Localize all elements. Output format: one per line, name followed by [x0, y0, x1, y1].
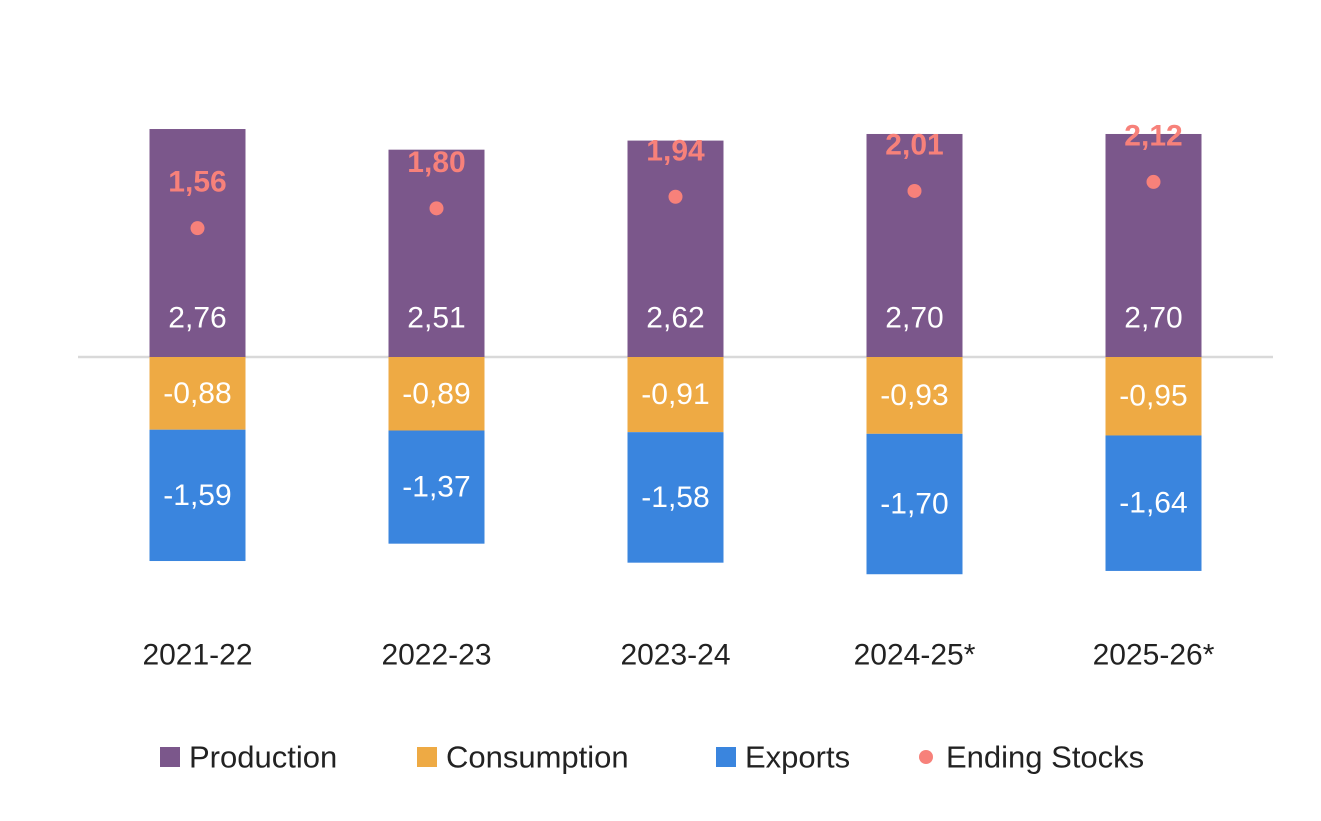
- label-production-2023-24: 2,62: [646, 302, 704, 335]
- bar-exports-2023-24: [627, 432, 724, 563]
- bar-exports-2024-25: [866, 433, 963, 575]
- label-consumption-2021-22: -0,88: [163, 377, 231, 410]
- marker-ending-stocks-2024-25: [907, 183, 922, 198]
- legend-swatch-consumption: [417, 747, 437, 767]
- label-ending-stocks-2024-25: 2,01: [885, 128, 943, 161]
- bar-exports-2021-22: [149, 429, 246, 562]
- label-production-2024-25: 2,70: [885, 302, 943, 335]
- label-production-2025-26: 2,70: [1124, 302, 1182, 335]
- marker-ending-stocks-2022-23: [429, 201, 444, 216]
- label-ending-stocks-2022-23: 1,80: [407, 146, 465, 179]
- legend-item-production: Production: [160, 740, 337, 775]
- bar-exports-2022-23: [388, 430, 485, 544]
- bar-production-2022-23: [388, 149, 485, 357]
- label-consumption-2022-23: -0,89: [402, 377, 470, 410]
- bar-exports-2025-26: [1105, 435, 1202, 571]
- legend-item-consumption: Consumption: [417, 740, 629, 775]
- bars-layer: [78, 129, 1273, 575]
- marker-ending-stocks-2025-26: [1146, 174, 1161, 189]
- legend-item-ending-stocks: Ending Stocks: [919, 740, 1144, 775]
- bar-consumption-2021-22: [149, 357, 246, 430]
- bar-consumption-2024-25: [866, 357, 963, 434]
- bar-production-2023-24: [627, 140, 724, 357]
- bar-production-2025-26: [1105, 133, 1202, 357]
- x-tick-2021-22: 2021-22: [142, 639, 252, 672]
- legend-label-production: Production: [189, 740, 337, 775]
- x-tick-2023-24: 2023-24: [620, 639, 730, 672]
- label-ending-stocks-2025-26: 2,12: [1124, 119, 1182, 152]
- bar-production-2021-22: [149, 129, 246, 357]
- bar-production-2024-25: [866, 133, 963, 357]
- ending-stocks-layer: [190, 174, 1161, 236]
- x-tick-2025-26: 2025-26*: [1093, 639, 1215, 672]
- label-exports-2023-24: -1,58: [641, 481, 709, 514]
- marker-ending-stocks-2021-22: [190, 221, 205, 236]
- label-ending-stocks-2021-22: 1,56: [168, 166, 226, 199]
- legend-swatch-production: [160, 747, 180, 767]
- label-production-2022-23: 2,51: [407, 302, 465, 335]
- label-exports-2021-22: -1,59: [163, 479, 231, 512]
- label-consumption-2025-26: -0,95: [1119, 380, 1187, 413]
- bar-consumption-2022-23: [388, 357, 485, 431]
- legend-swatch-ending-stocks: [919, 750, 933, 764]
- legend-item-exports: Exports: [716, 740, 850, 775]
- x-axis: 2021-22 2022-23 2023-24 2024-25* 2025-26*: [142, 639, 1214, 672]
- legend-label-exports: Exports: [745, 740, 850, 775]
- data-labels-layer: 2,76 -0,88 -1,59 1,56 2,51 -0,89 -1,37 1,80 2,62…: [163, 119, 1187, 520]
- bar-consumption-2023-24: [627, 357, 724, 433]
- bar-consumption-2025-26: [1105, 357, 1202, 436]
- label-exports-2025-26: -1,64: [1119, 487, 1187, 520]
- x-tick-2022-23: 2022-23: [381, 639, 491, 672]
- marker-ending-stocks-2023-24: [668, 189, 683, 204]
- label-consumption-2023-24: -0,91: [641, 378, 709, 411]
- legend-swatch-exports: [716, 747, 736, 767]
- label-exports-2022-23: -1,37: [402, 471, 470, 504]
- legend: Production Consumption Exports Ending Stock…: [160, 740, 1144, 775]
- legend-label-consumption: Consumption: [446, 740, 629, 775]
- legend-label-ending-stocks: Ending Stocks: [946, 740, 1144, 775]
- label-consumption-2024-25: -0,93: [880, 379, 948, 412]
- x-tick-2024-25: 2024-25*: [854, 639, 976, 672]
- label-production-2021-22: 2,76: [168, 302, 226, 335]
- label-ending-stocks-2023-24: 1,94: [646, 134, 705, 167]
- label-exports-2024-25: -1,70: [880, 488, 948, 521]
